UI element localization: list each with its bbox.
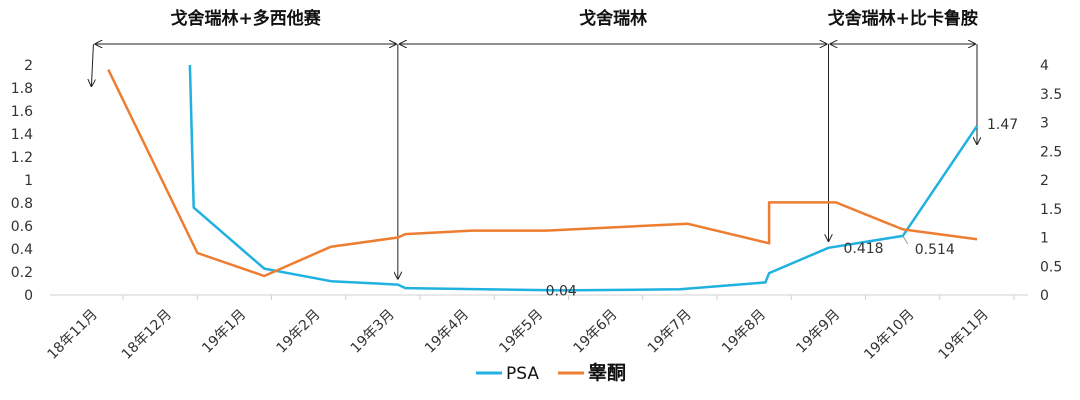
y-right-tick-label: 3 bbox=[1040, 116, 1049, 132]
x-tick-label: 18年11月 bbox=[45, 307, 101, 363]
legend-label-psa: PSA bbox=[506, 364, 539, 384]
legend-label-testosterone: 睾酮 bbox=[588, 361, 626, 384]
x-tick-label: 19年4月 bbox=[422, 307, 472, 357]
x-tick-label: 18年12月 bbox=[119, 307, 175, 363]
data-label: 1.47 bbox=[987, 117, 1018, 133]
y-left-tick-label: 1.4 bbox=[11, 127, 33, 143]
y-left-tick-label: 0.4 bbox=[11, 242, 33, 258]
y-left-tick-label: 2 bbox=[24, 58, 33, 74]
x-tick-label: 19年5月 bbox=[496, 307, 546, 357]
y-right-tick-label: 2 bbox=[1040, 173, 1049, 189]
y-left-tick-label: 1 bbox=[24, 173, 33, 189]
y-left-tick-label: 1.6 bbox=[11, 104, 33, 120]
y-left-tick-label: 0.2 bbox=[11, 265, 33, 281]
x-tick-label: 19年11月 bbox=[936, 307, 992, 363]
y-left-tick-label: 0.8 bbox=[11, 196, 33, 212]
data-label: 0.514 bbox=[915, 242, 955, 258]
y-right-tick-label: 2.5 bbox=[1040, 144, 1062, 160]
y-left-tick-label: 1.8 bbox=[11, 81, 33, 97]
y-left-tick-label: 0.6 bbox=[11, 219, 33, 235]
x-tick-label: 19年10月 bbox=[861, 307, 917, 363]
x-tick-label: 19年2月 bbox=[274, 307, 324, 357]
y-right-tick-label: 0.5 bbox=[1040, 259, 1062, 275]
x-tick-label: 19年1月 bbox=[199, 307, 249, 357]
x-tick-label: 19年7月 bbox=[645, 307, 695, 357]
series-line-testosterone bbox=[107, 69, 978, 278]
y-right-tick-label: 1 bbox=[1040, 231, 1049, 247]
y-left-tick-label: 1.2 bbox=[11, 150, 33, 166]
data-label: 0.04 bbox=[546, 283, 577, 299]
y-right-tick-label: 1.5 bbox=[1040, 202, 1062, 218]
data-label: 0.418 bbox=[844, 241, 884, 257]
y-right-tick-label: 0 bbox=[1040, 288, 1049, 304]
period-label: 戈舍瑞林+比卡鲁胺 bbox=[828, 8, 978, 29]
y-right-tick-label: 3.5 bbox=[1040, 87, 1062, 103]
x-tick-label: 19年3月 bbox=[348, 307, 398, 357]
y-right-tick-label: 4 bbox=[1040, 58, 1049, 74]
period-label: 戈舍瑞林+多西他赛 bbox=[171, 8, 322, 29]
x-tick-label: 19年8月 bbox=[719, 307, 769, 357]
data-label-leader bbox=[902, 235, 909, 245]
x-tick-label: 19年6月 bbox=[571, 307, 621, 357]
x-tick-label: 19年9月 bbox=[793, 307, 843, 357]
y-left-tick-label: 0 bbox=[24, 288, 33, 304]
series-line-psa bbox=[188, 64, 979, 292]
period-label: 戈舍瑞林 bbox=[579, 8, 647, 29]
period-boundary-arrow bbox=[91, 43, 93, 86]
